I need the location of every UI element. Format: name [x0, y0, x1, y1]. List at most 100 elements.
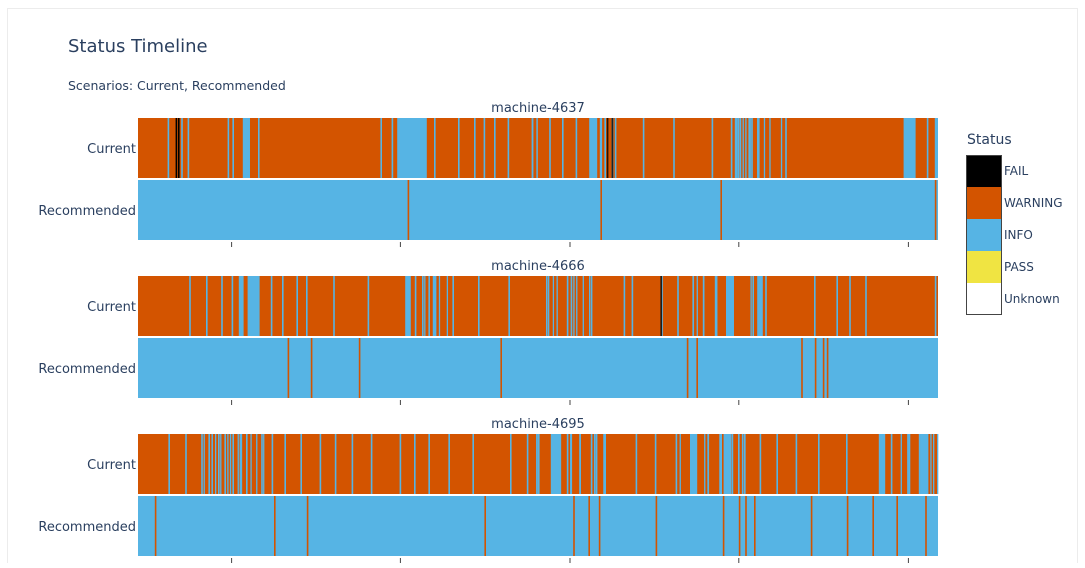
status-event	[642, 118, 645, 178]
chart-subtitle: Scenarios: Current, Recommended	[68, 78, 286, 93]
status-event	[232, 434, 234, 494]
status-block	[904, 118, 916, 178]
status-event	[826, 338, 829, 398]
status-event	[872, 496, 874, 556]
status-event	[220, 434, 222, 494]
status-event	[500, 338, 502, 398]
status-event	[559, 434, 562, 494]
status-event	[167, 118, 170, 178]
legend-swatch	[966, 219, 1002, 251]
status-event	[795, 434, 798, 494]
status-event	[274, 496, 276, 556]
status-event	[743, 434, 745, 494]
status-event	[181, 118, 183, 178]
status-event	[758, 118, 760, 178]
status-event	[575, 118, 578, 178]
status-event	[933, 434, 935, 494]
status-event	[446, 276, 449, 336]
status-event	[532, 118, 534, 178]
status-event	[370, 434, 373, 494]
status-event	[224, 434, 226, 494]
status-event	[590, 276, 593, 336]
status-event	[836, 276, 838, 336]
status-block	[920, 434, 929, 494]
status-event	[930, 434, 932, 494]
status-event	[600, 118, 603, 178]
status-block	[589, 118, 598, 178]
legend-swatch	[966, 187, 1002, 219]
legend: Status FAIL WARNING INFO PASS Unknown	[966, 132, 1081, 315]
status-event	[271, 434, 274, 494]
status-event	[258, 118, 260, 178]
status-event	[261, 434, 263, 494]
status-event	[593, 434, 596, 494]
status-event	[614, 118, 617, 178]
status-event	[300, 434, 302, 494]
status-event	[334, 434, 337, 494]
status-event	[675, 434, 678, 494]
status-event	[537, 434, 539, 494]
status-event	[435, 276, 437, 336]
status-event	[263, 434, 265, 494]
status-event	[507, 118, 510, 178]
status-event	[810, 496, 813, 556]
status-event	[925, 496, 927, 556]
status-event	[229, 434, 232, 494]
status-block	[934, 118, 938, 178]
status-event	[752, 276, 754, 336]
legend-item-warning[interactable]: WARNING	[966, 187, 1081, 219]
status-event	[846, 496, 849, 556]
status-block	[550, 434, 561, 494]
status-event	[846, 434, 848, 494]
status-event	[526, 434, 529, 494]
timeline-base-recommended	[138, 338, 938, 398]
status-event	[694, 434, 697, 494]
status-event	[203, 434, 205, 494]
legend-item-pass[interactable]: PASS	[966, 251, 1081, 283]
status-event	[757, 118, 759, 178]
status-event	[287, 338, 290, 398]
status-event	[920, 434, 922, 494]
legend-item-info[interactable]: INFO	[966, 219, 1081, 251]
status-event	[934, 276, 937, 336]
legend-swatch	[966, 251, 1002, 283]
status-event	[754, 496, 756, 556]
status-event	[734, 118, 737, 178]
timeline-base-recommended	[138, 496, 938, 556]
status-block	[247, 276, 260, 336]
status-event	[745, 496, 747, 556]
status-event	[603, 434, 605, 494]
status-event	[483, 118, 486, 178]
status-event	[722, 496, 725, 556]
status-event	[818, 434, 820, 494]
status-event	[654, 434, 657, 494]
status-event	[494, 118, 496, 178]
status-event	[510, 434, 512, 494]
status-event	[814, 276, 816, 336]
status-event	[175, 118, 178, 178]
status-event	[428, 434, 430, 494]
status-event	[745, 118, 747, 178]
status-event	[351, 434, 354, 494]
status-event	[189, 276, 191, 336]
legend-item-unknown[interactable]: Unknown	[966, 283, 1081, 315]
status-block	[405, 118, 427, 178]
status-event	[635, 434, 638, 494]
status-event	[237, 434, 239, 494]
legend-item-fail[interactable]: FAIL	[966, 155, 1081, 187]
status-event	[434, 118, 436, 178]
status-event	[739, 118, 742, 178]
status-event	[246, 434, 248, 494]
status-event	[187, 118, 190, 178]
status-block	[726, 276, 734, 336]
status-event	[227, 118, 230, 178]
status-event	[414, 434, 416, 494]
status-event	[232, 118, 234, 178]
chart-frame	[7, 8, 1078, 563]
status-event	[414, 276, 417, 336]
status-event	[623, 276, 626, 336]
status-event	[256, 434, 258, 494]
status-event	[736, 118, 738, 178]
status-event	[703, 276, 705, 336]
row-label: Current	[87, 142, 136, 157]
